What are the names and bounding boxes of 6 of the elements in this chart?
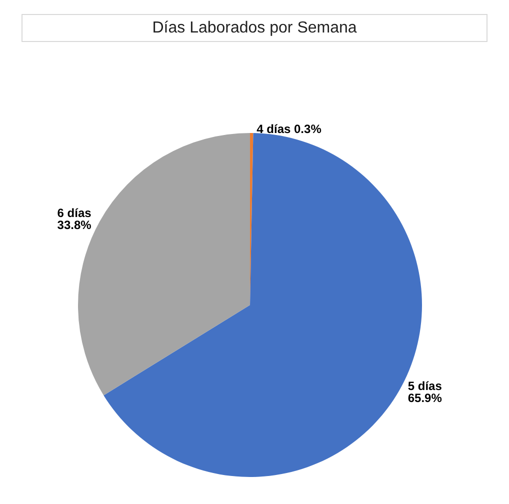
data-label: 33.8% xyxy=(57,218,92,232)
slice-label: 5 días xyxy=(408,379,442,394)
chart-title: Días Laborados por Semana xyxy=(152,20,357,36)
slice-label: 4 días 0.3% xyxy=(256,122,322,136)
slice-label: 6 días xyxy=(57,206,92,220)
data-label: 65.9% xyxy=(408,391,442,406)
